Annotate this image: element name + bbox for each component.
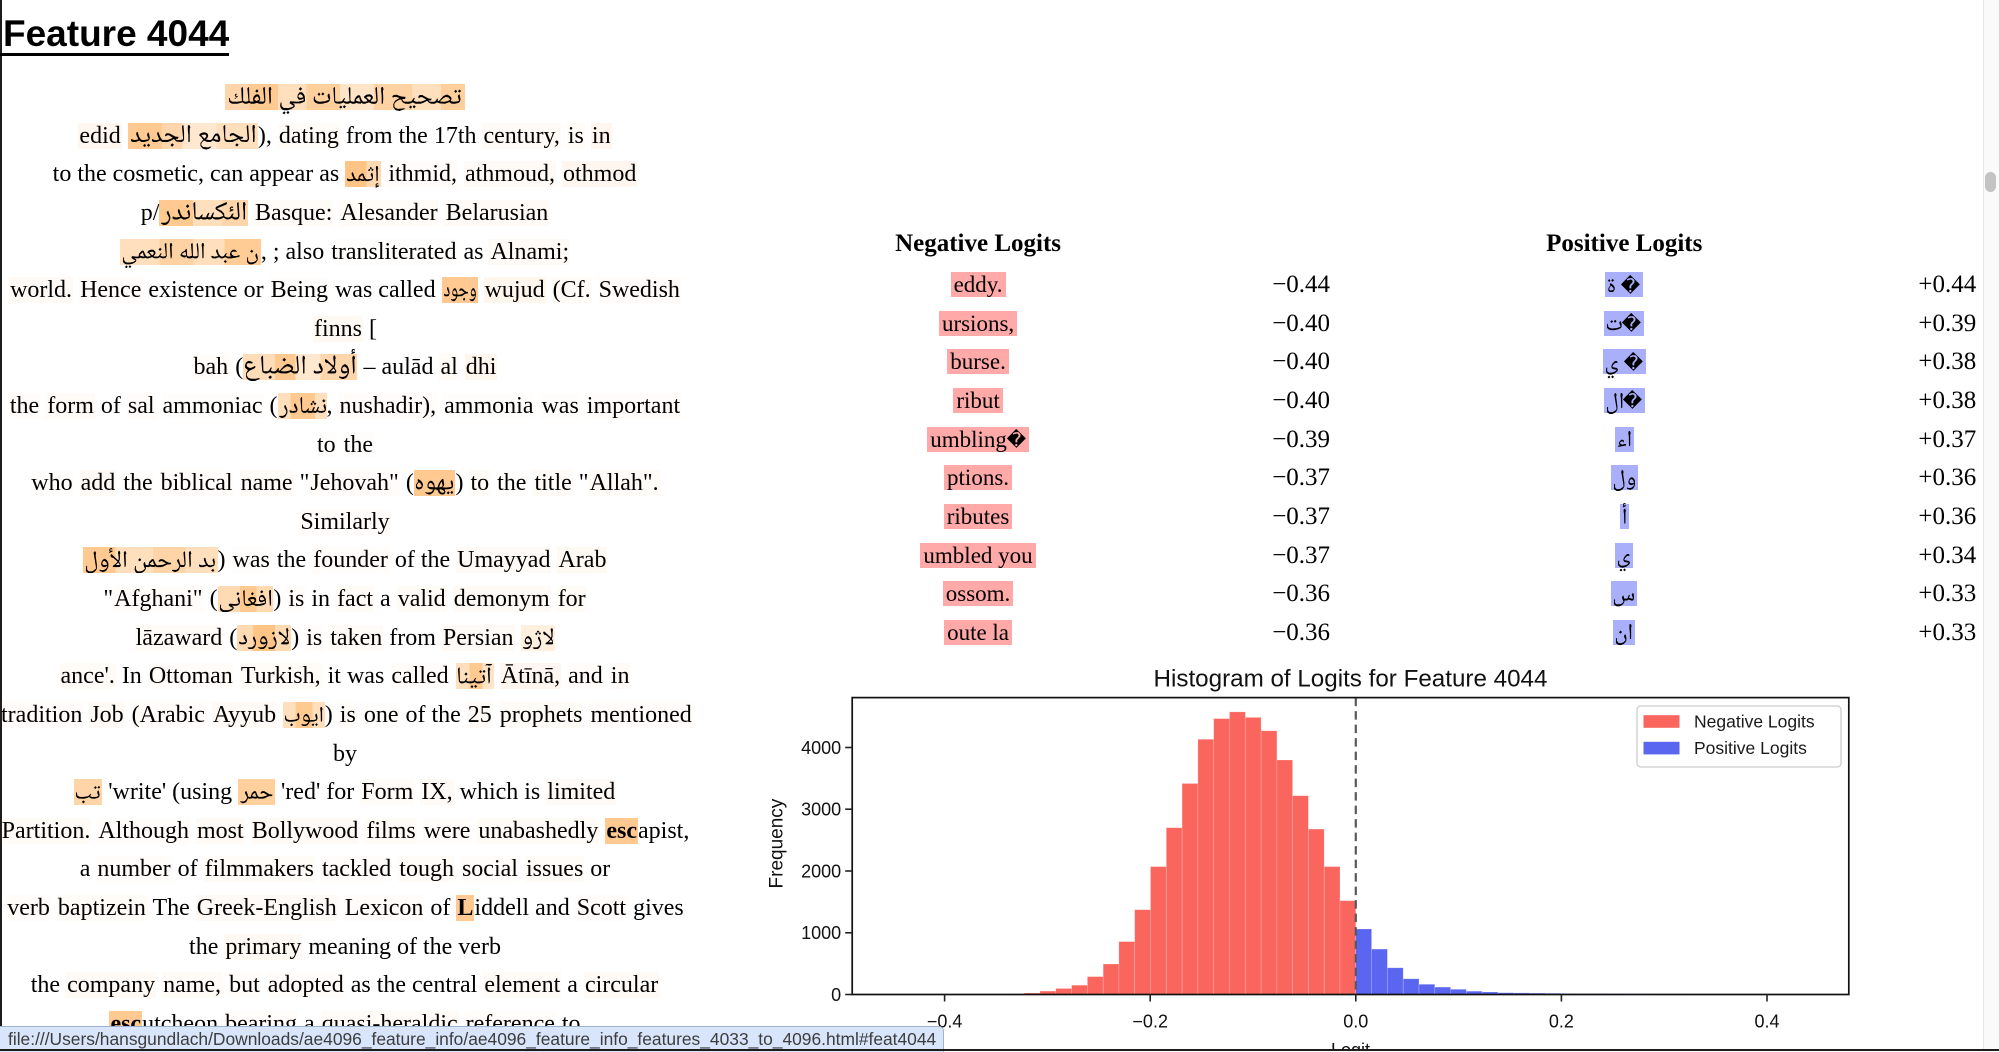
svg-text:Positive Logits: Positive Logits [1694,738,1807,758]
svg-text:2000: 2000 [801,861,841,881]
svg-text:−0.2: −0.2 [1132,1012,1168,1032]
svg-text:3000: 3000 [801,800,841,820]
svg-text:Negative Logits: Negative Logits [1694,712,1815,732]
svg-text:0.0: 0.0 [1343,1012,1368,1032]
svg-text:0.4: 0.4 [1754,1012,1779,1032]
svg-text:0: 0 [831,985,841,1005]
svg-text:Histogram of Logits for Featur: Histogram of Logits for Feature 4044 [1154,666,1548,693]
svg-text:Frequency: Frequency [766,798,787,888]
svg-text:0.2: 0.2 [1549,1012,1574,1032]
svg-text:1000: 1000 [801,923,841,943]
svg-text:4000: 4000 [801,738,841,758]
